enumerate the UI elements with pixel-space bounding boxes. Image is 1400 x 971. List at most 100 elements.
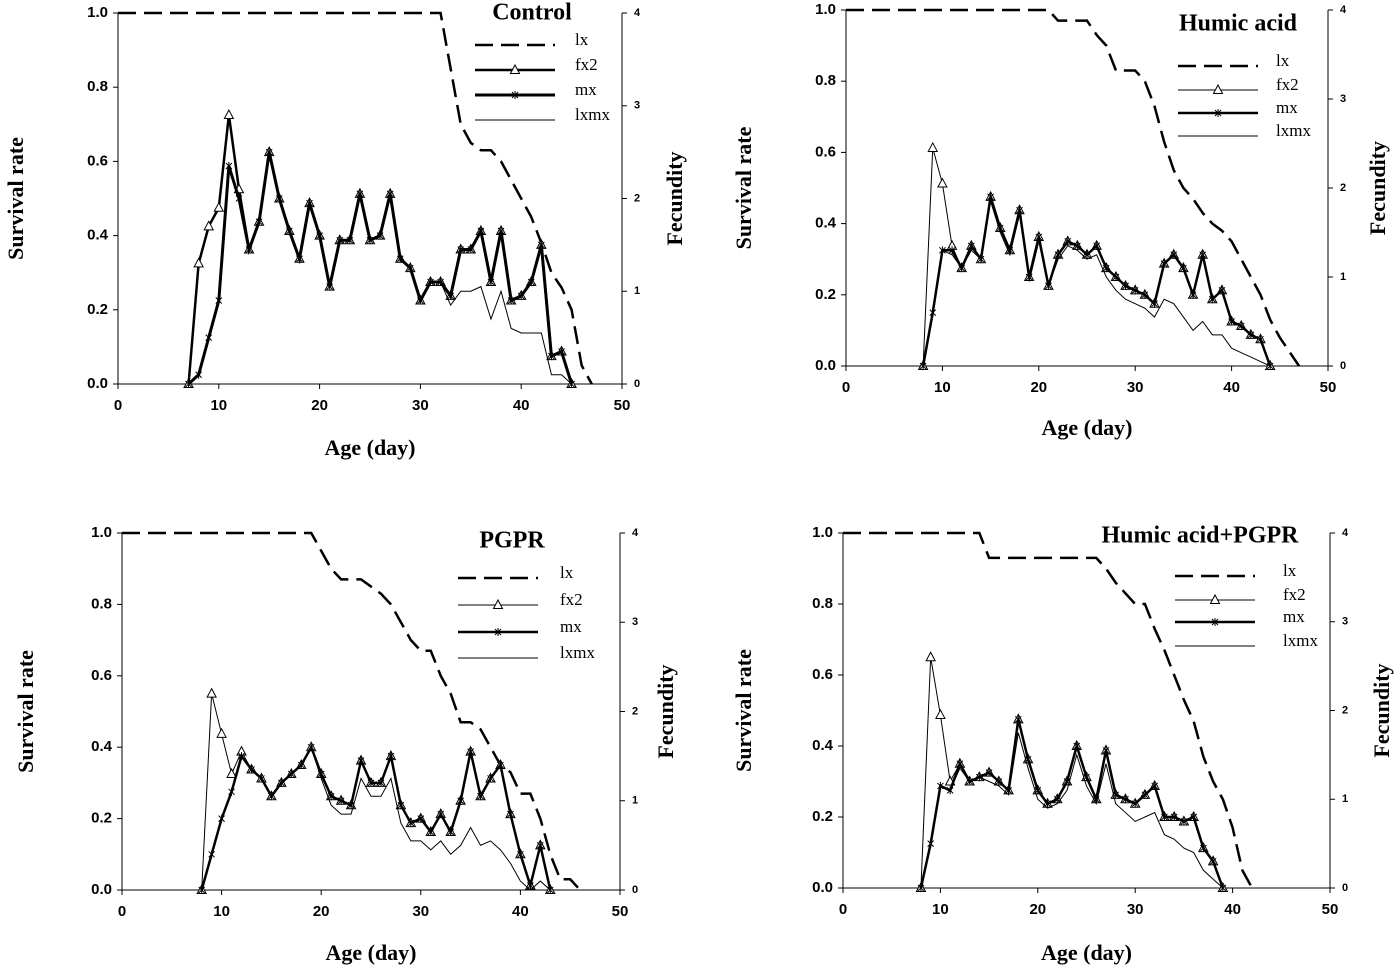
marker-star [1160, 259, 1168, 268]
marker-star [967, 241, 975, 250]
legend-marker [1209, 593, 1221, 604]
marker-star [527, 277, 535, 286]
series-line [122, 531, 582, 891]
legend-label: fx2 [575, 55, 598, 74]
marker-star [327, 792, 335, 801]
y-tick-label: 0.4 [91, 738, 113, 755]
y-tick-label: 1.0 [815, 1, 836, 18]
marker-star [417, 814, 425, 823]
legend-label: mx [575, 80, 597, 99]
x-tick-label: 0 [842, 379, 850, 396]
marker-star [536, 841, 544, 850]
y2-tick-label: 3 [634, 100, 640, 112]
marker-star [337, 796, 345, 805]
marker-star [437, 810, 445, 819]
marker-star [487, 774, 494, 783]
y2-tick-label: 0 [1342, 882, 1348, 894]
y-axis-label: Survival rate [13, 650, 38, 773]
legend-marker [1212, 83, 1224, 94]
marker-triangle [216, 727, 227, 738]
x-tick-label: 40 [1223, 379, 1240, 396]
x-tick-label: 30 [1127, 379, 1144, 396]
marker-star [377, 778, 385, 787]
legend-marker [509, 63, 521, 74]
legend-marker [1214, 109, 1222, 117]
marker-star [1122, 795, 1129, 804]
y2-tick-label: 2 [634, 192, 640, 204]
marker-star [1200, 844, 1207, 853]
y2-axis-label: Fecundity [662, 151, 687, 245]
marker-star [985, 768, 993, 777]
marker-star [507, 810, 514, 819]
marker-triangle [925, 651, 936, 662]
marker-star [1102, 746, 1110, 755]
legend-label: lx [1283, 561, 1297, 580]
marker-star [517, 291, 525, 300]
x-tick-label: 50 [1320, 379, 1337, 396]
series-line [846, 8, 1301, 367]
marker-star [1218, 286, 1226, 295]
legend-label: fx2 [560, 590, 583, 609]
y-tick-label: 0.6 [87, 152, 108, 169]
y2-axis-label: Fecundity [1365, 141, 1390, 235]
legend-label: mx [1283, 607, 1305, 626]
marker-triangle [203, 220, 215, 231]
series-line [201, 745, 551, 891]
marker-triangle [223, 108, 235, 120]
marker-star [467, 245, 475, 254]
y2-tick-label: 0 [632, 884, 638, 896]
y-tick-label: 1.0 [91, 524, 112, 541]
x-tick-label: 50 [612, 903, 629, 920]
chart-title: Humic acid [1179, 11, 1298, 37]
marker-star [367, 778, 375, 787]
x-tick-label: 40 [512, 903, 529, 920]
y-tick-label: 0.8 [91, 595, 112, 612]
marker-star [558, 347, 565, 356]
x-tick-label: 30 [412, 397, 429, 414]
y2-tick-label: 4 [1340, 4, 1347, 16]
marker-star [457, 245, 465, 254]
marker-star [1122, 281, 1129, 290]
marker-star [397, 801, 405, 810]
x-tick-label: 10 [934, 379, 951, 396]
marker-star [487, 277, 495, 286]
x-tick-label: 50 [614, 397, 631, 414]
series-line [919, 719, 1225, 889]
marker-star [507, 296, 515, 305]
y2-tick-label: 3 [1340, 93, 1346, 105]
y2-tick-label: 3 [632, 616, 638, 628]
legend-label: lx [1276, 51, 1290, 70]
y-tick-label: 1.0 [812, 524, 833, 541]
marker-star [1102, 264, 1110, 273]
x-axis-label: Age (day) [324, 435, 415, 460]
y-tick-label: 0.6 [91, 667, 112, 684]
marker-star [1112, 273, 1120, 281]
marker-star [1180, 817, 1188, 826]
chart-title: Humic acid+PGPR [1102, 523, 1300, 549]
y2-tick-label: 4 [632, 527, 639, 539]
chart-title: Control [492, 0, 572, 26]
legend-label: mx [560, 617, 582, 636]
x-tick-label: 30 [412, 903, 429, 920]
chart-title: PGPR [479, 528, 545, 554]
legend-label: lx [575, 30, 589, 49]
marker-star [387, 752, 395, 761]
marker-star [1170, 250, 1178, 259]
legend-label: fx2 [1283, 585, 1306, 604]
marker-star [1199, 250, 1207, 259]
marker-star [1247, 330, 1255, 339]
marker-star [1064, 237, 1072, 246]
marker-star [407, 819, 415, 828]
marker-star [956, 759, 964, 768]
series-line [922, 201, 1271, 367]
marker-star [1170, 813, 1178, 821]
marker-triangle [935, 708, 946, 719]
y-tick-label: 1.0 [87, 4, 108, 21]
x-tick-label: 10 [213, 903, 230, 920]
marker-star [1035, 232, 1043, 241]
x-tick-label: 10 [932, 901, 949, 918]
marker-star [1189, 290, 1197, 299]
x-tick-label: 10 [210, 397, 227, 414]
y2-tick-label: 3 [1342, 616, 1348, 628]
y-tick-label: 0.8 [87, 78, 108, 95]
